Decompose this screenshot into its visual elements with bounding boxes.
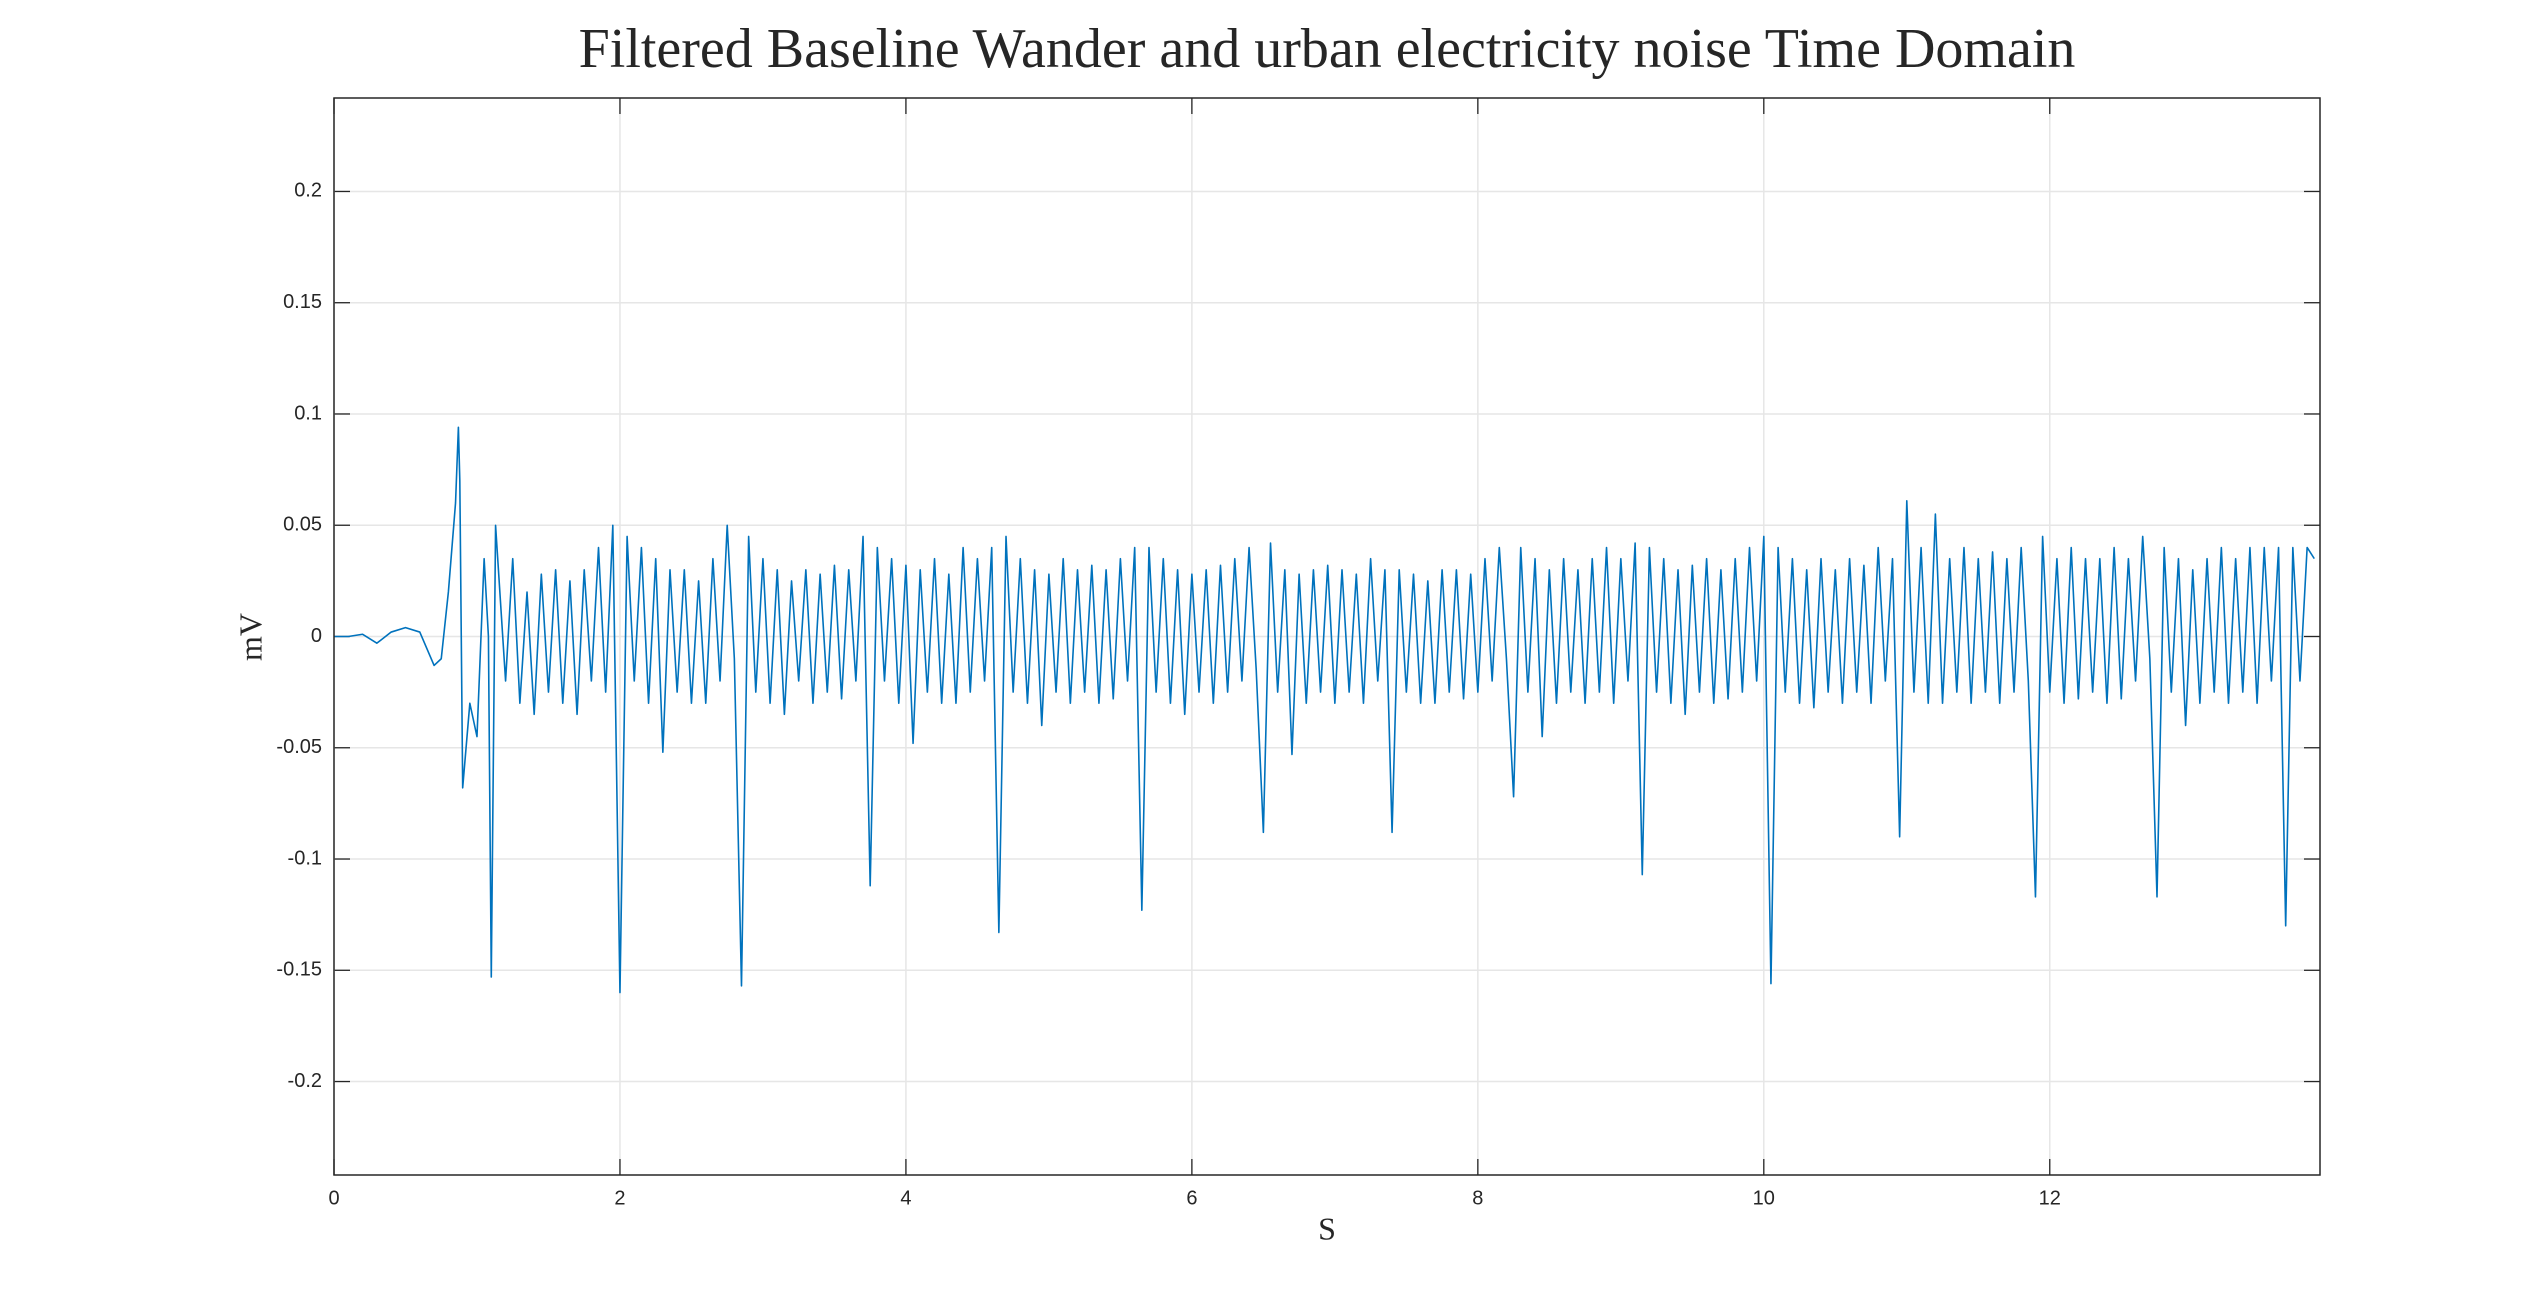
y-tick-label: 0.2 [294, 180, 322, 202]
x-tick-label: 8 [1472, 1187, 1483, 1209]
y-tick-label: 0 [311, 625, 322, 647]
y-tick-label: -0.2 [288, 1070, 322, 1092]
x-tick-label: 2 [614, 1187, 625, 1209]
x-tick-label: 0 [328, 1187, 339, 1209]
plot-frame [333, 97, 2321, 1176]
signal-line [334, 426, 2315, 994]
x-axis-label: S [1318, 1210, 1336, 1246]
x-tick-label: 10 [1753, 1187, 1775, 1209]
chart-title: Filtered Baseline Wander and urban elect… [579, 18, 2076, 80]
y-tick-label: 0.1 [294, 402, 322, 424]
x-tick-label: 6 [1186, 1187, 1197, 1209]
x-tick-label: 12 [2039, 1187, 2061, 1209]
y-tick-label: 0.15 [283, 291, 322, 313]
y-tick-label: -0.05 [276, 736, 322, 758]
x-tick-label: 4 [900, 1187, 911, 1209]
y-tick-label: 0.05 [283, 514, 322, 536]
y-axis-label: mV [232, 613, 268, 661]
y-tick-label: -0.1 [288, 847, 322, 869]
y-tick-label: -0.15 [276, 959, 322, 981]
